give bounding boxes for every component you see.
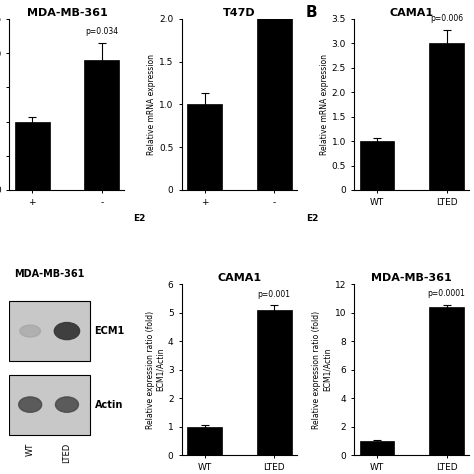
Ellipse shape [18, 397, 42, 412]
Text: LTED: LTED [63, 443, 72, 463]
Bar [429, 44, 464, 190]
Text: p=0.0001: p=0.0001 [428, 289, 465, 298]
Bar [84, 60, 119, 190]
Bar [429, 307, 464, 455]
Ellipse shape [20, 325, 40, 337]
Bar [15, 121, 50, 190]
Text: MDA-MB-361: MDA-MB-361 [15, 269, 85, 279]
Title: MDA-MB-361: MDA-MB-361 [27, 8, 107, 18]
Bar [187, 104, 222, 190]
Text: B: B [306, 5, 318, 20]
Ellipse shape [55, 397, 78, 412]
Y-axis label: Relative mRNA expression: Relative mRNA expression [320, 54, 329, 155]
Text: p=0.034: p=0.034 [85, 27, 118, 36]
Title: CAMA1: CAMA1 [390, 8, 434, 18]
Bar [360, 141, 394, 190]
Text: p=0.001: p=0.001 [258, 290, 291, 299]
Bar [360, 441, 394, 455]
Ellipse shape [55, 322, 80, 339]
Title: CAMA1: CAMA1 [217, 273, 262, 283]
Bar [187, 427, 222, 455]
Title: MDA-MB-361: MDA-MB-361 [372, 273, 452, 283]
Text: WT: WT [26, 443, 35, 456]
Title: T47D: T47D [223, 8, 255, 18]
Bar [257, 310, 292, 455]
FancyBboxPatch shape [9, 374, 90, 435]
Text: E2: E2 [306, 214, 319, 223]
Y-axis label: Relative mRNA expression: Relative mRNA expression [147, 54, 156, 155]
Bar [257, 0, 292, 190]
Text: p=0.006: p=0.006 [430, 14, 463, 23]
FancyBboxPatch shape [9, 301, 90, 361]
Text: ECM1: ECM1 [94, 326, 125, 336]
Text: E2: E2 [134, 214, 146, 223]
Text: Actin: Actin [94, 400, 123, 410]
Y-axis label: Relative expression ratio (fold)
ECM1/Actin: Relative expression ratio (fold) ECM1/Ac… [312, 310, 332, 428]
Y-axis label: Relative expression ratio (fold)
ECM1/Actin: Relative expression ratio (fold) ECM1/Ac… [146, 310, 165, 428]
